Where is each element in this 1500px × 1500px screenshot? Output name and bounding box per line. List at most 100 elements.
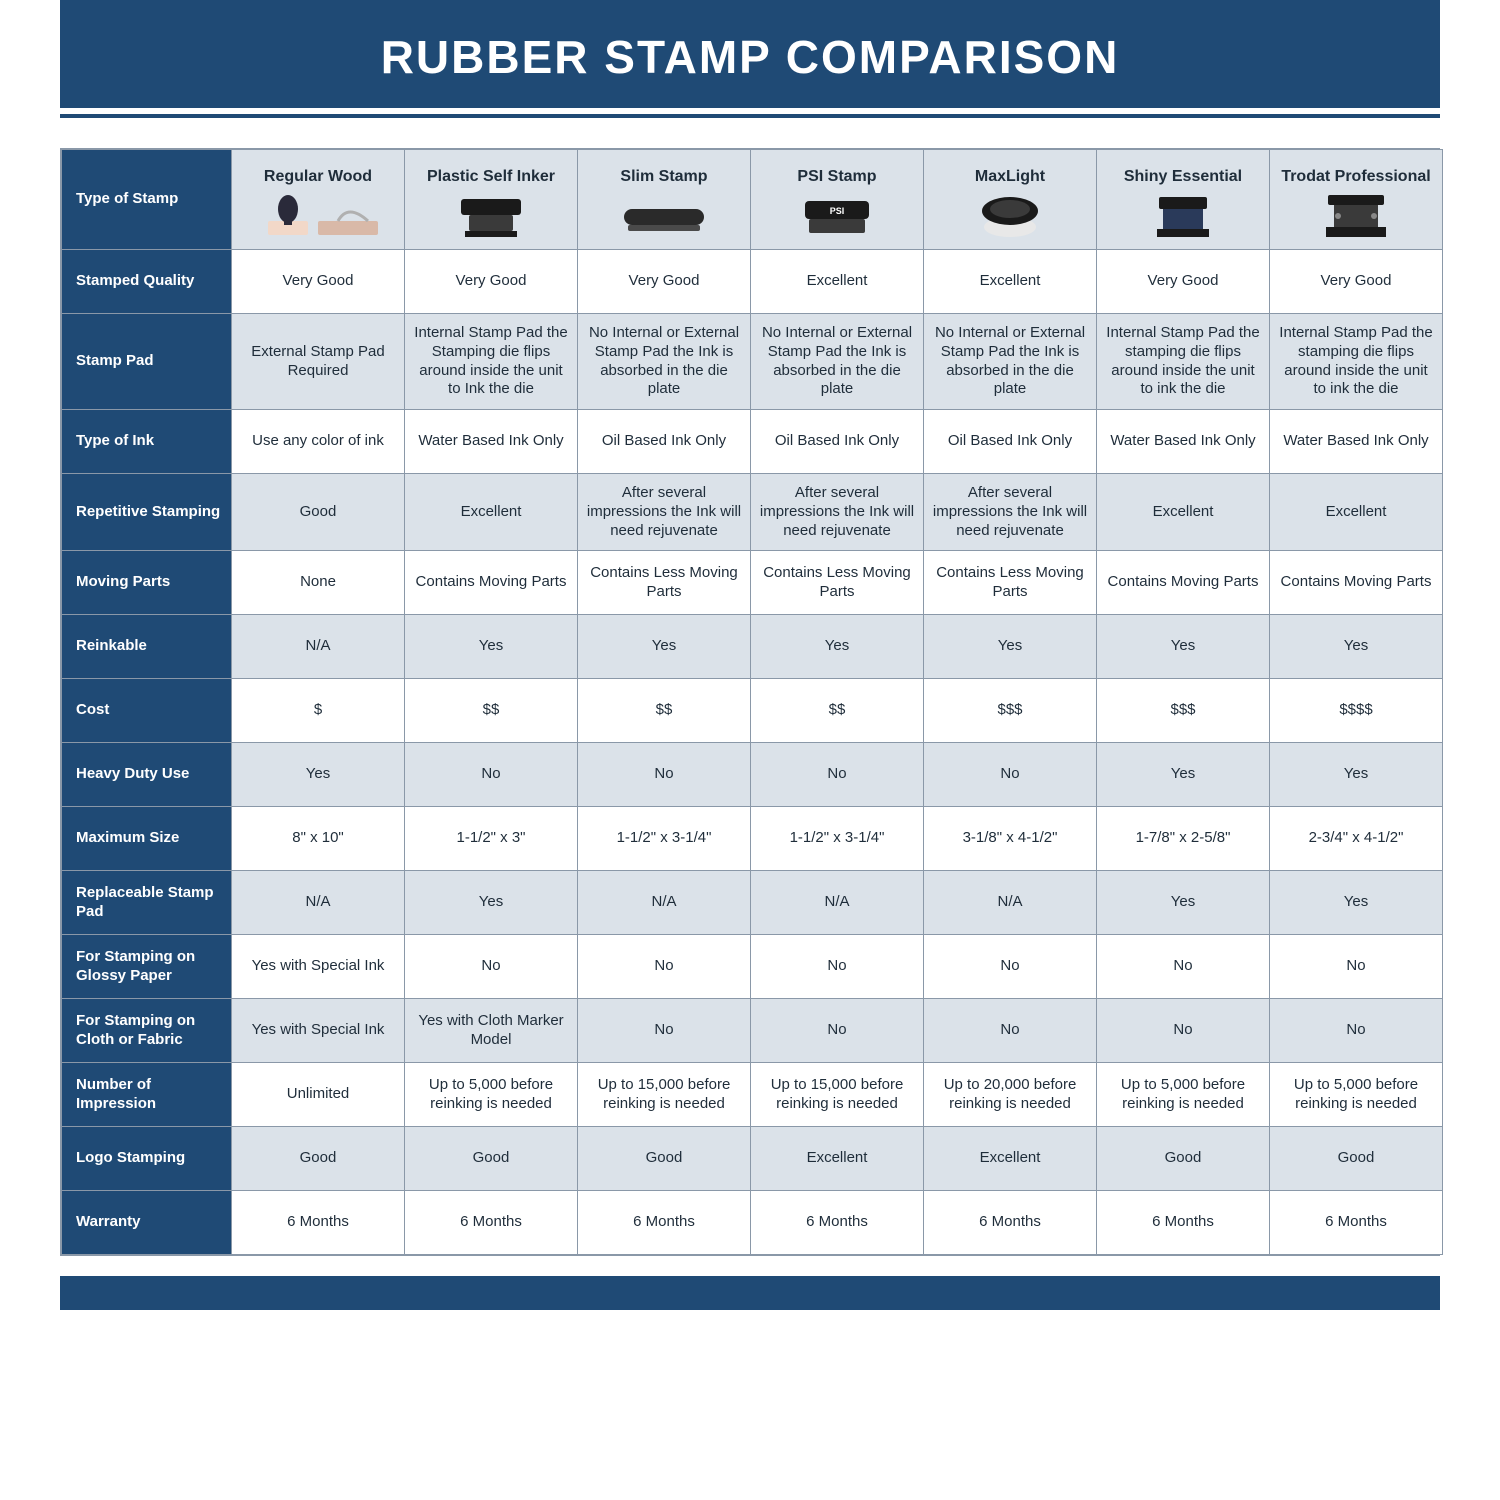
table-cell: 6 Months: [1270, 1191, 1443, 1255]
table-row: Logo StampingGoodGoodGoodExcellentExcell…: [62, 1127, 1443, 1191]
table-body: Stamped QualityVery GoodVery GoodVery Go…: [62, 250, 1443, 1255]
table-cell: Good: [578, 1127, 751, 1191]
row-header: Reinkable: [62, 615, 232, 679]
table-cell: No Internal or External Stamp Pad the In…: [751, 314, 924, 410]
table-cell: Up to 5,000 before reinking is needed: [1270, 1063, 1443, 1127]
trodat-pro-icon: [1274, 191, 1438, 239]
table-cell: Excellent: [751, 1127, 924, 1191]
table-row: For Stamping on Cloth or FabricYes with …: [62, 999, 1443, 1063]
row-header: Number of Impression: [62, 1063, 232, 1127]
table-cell: 1-1/2" x 3-1/4": [578, 807, 751, 871]
table-cell: 1-1/2" x 3-1/4": [751, 807, 924, 871]
column-header-label: Trodat Professional: [1274, 167, 1438, 187]
table-cell: After several impressions the Ink will n…: [924, 474, 1097, 551]
row-header: Maximum Size: [62, 807, 232, 871]
table-cell: $$$: [924, 679, 1097, 743]
table-cell: No: [751, 999, 924, 1063]
table-cell: Very Good: [578, 250, 751, 314]
table-cell: Yes: [405, 615, 578, 679]
table-cell: 2-3/4" x 4-1/2": [1270, 807, 1443, 871]
footer-bar: [60, 1276, 1440, 1310]
table-cell: Yes with Cloth Marker Model: [405, 999, 578, 1063]
table-cell: After several impressions the Ink will n…: [578, 474, 751, 551]
table-cell: No: [1270, 935, 1443, 999]
row-header: Moving Parts: [62, 551, 232, 615]
column-header-label: Plastic Self Inker: [409, 167, 573, 187]
column-header-label: Shiny Essential: [1101, 167, 1265, 187]
table-row: ReinkableN/AYesYesYesYesYesYes: [62, 615, 1443, 679]
table-cell: Yes: [1097, 615, 1270, 679]
table-row: Maximum Size8" x 10"1-1/2" x 3"1-1/2" x …: [62, 807, 1443, 871]
table-cell: 6 Months: [405, 1191, 578, 1255]
table-cell: No: [405, 743, 578, 807]
table-row: Number of ImpressionUnlimitedUp to 5,000…: [62, 1063, 1443, 1127]
table-cell: No: [578, 935, 751, 999]
row-header: For Stamping on Cloth or Fabric: [62, 999, 232, 1063]
table-cell: N/A: [232, 871, 405, 935]
table-cell: Yes: [1097, 871, 1270, 935]
table-head: Type of StampRegular WoodPlastic Self In…: [62, 150, 1443, 250]
table-cell: Yes: [1097, 743, 1270, 807]
table-cell: No: [924, 999, 1097, 1063]
table-cell: Yes: [924, 615, 1097, 679]
shiny-essential-icon: [1101, 191, 1265, 239]
self-inker-icon: [409, 191, 573, 239]
table-cell: Water Based Ink Only: [1097, 410, 1270, 474]
table-cell: N/A: [578, 871, 751, 935]
table-cell: Excellent: [924, 250, 1097, 314]
table-cell: Up to 5,000 before reinking is needed: [405, 1063, 578, 1127]
table-cell: 6 Months: [232, 1191, 405, 1255]
table-cell: Contains Less Moving Parts: [751, 551, 924, 615]
table-cell: Good: [232, 1127, 405, 1191]
table-cell: Excellent: [924, 1127, 1097, 1191]
table-cell: $$: [751, 679, 924, 743]
table-cell: Up to 15,000 before reinking is needed: [578, 1063, 751, 1127]
table-cell: Contains Less Moving Parts: [578, 551, 751, 615]
table-cell: Oil Based Ink Only: [578, 410, 751, 474]
table-row: Repetitive StampingGood Excellent After se…: [62, 474, 1443, 551]
table-cell: Yes with Special Ink: [232, 935, 405, 999]
table-cell: Contains Moving Parts: [405, 551, 578, 615]
table-cell: Yes: [405, 871, 578, 935]
table-cell: External Stamp Pad Required: [232, 314, 405, 410]
table-cell: $$: [405, 679, 578, 743]
table-cell: $$: [578, 679, 751, 743]
table-cell: $$$: [1097, 679, 1270, 743]
table-cell: Yes with Special Ink: [232, 999, 405, 1063]
comparison-table-wrap: Type of StampRegular WoodPlastic Self In…: [60, 148, 1440, 1256]
maxlight-stamp-icon: [928, 191, 1092, 239]
table-cell: Oil Based Ink Only: [924, 410, 1097, 474]
corner-header: Type of Stamp: [62, 150, 232, 250]
row-header: For Stamping on Glossy Paper: [62, 935, 232, 999]
row-header: Replaceable Stamp Pad: [62, 871, 232, 935]
table-cell: Contains Moving Parts: [1270, 551, 1443, 615]
table-row: For Stamping on Glossy PaperYes with Spe…: [62, 935, 1443, 999]
column-header: Plastic Self Inker: [405, 150, 578, 250]
table-cell: No: [924, 935, 1097, 999]
comparison-table: Type of StampRegular WoodPlastic Self In…: [61, 149, 1443, 1255]
table-row: Warranty6 Months6 Months6 Months6 Months…: [62, 1191, 1443, 1255]
column-header: MaxLight: [924, 150, 1097, 250]
row-header: Warranty: [62, 1191, 232, 1255]
table-cell: No: [751, 935, 924, 999]
row-header: Repetitive Stamping: [62, 474, 232, 551]
table-cell: Good: [232, 474, 405, 551]
table-cell: $: [232, 679, 405, 743]
table-cell: Good: [1097, 1127, 1270, 1191]
column-header-label: PSI Stamp: [755, 167, 919, 187]
table-cell: 3-1/8" x 4-1/2": [924, 807, 1097, 871]
row-header: Stamped Quality: [62, 250, 232, 314]
table-cell: Yes: [751, 615, 924, 679]
table-cell: 6 Months: [1097, 1191, 1270, 1255]
table-cell: 1-7/8" x 2-5/8": [1097, 807, 1270, 871]
table-cell: Yes: [232, 743, 405, 807]
table-cell: Up to 20,000 before reinking is needed: [924, 1063, 1097, 1127]
column-header-label: Slim Stamp: [582, 167, 746, 187]
table-cell: Water Based Ink Only: [405, 410, 578, 474]
table-cell: After several impressions the Ink will n…: [751, 474, 924, 551]
table-row: Moving PartsNoneContains Moving PartsCon…: [62, 551, 1443, 615]
table-cell: Internal Stamp Pad the stamping die flip…: [1097, 314, 1270, 410]
table-cell: No: [578, 999, 751, 1063]
table-cell: Excellent: [1270, 474, 1443, 551]
table-cell: 1-1/2" x 3": [405, 807, 578, 871]
